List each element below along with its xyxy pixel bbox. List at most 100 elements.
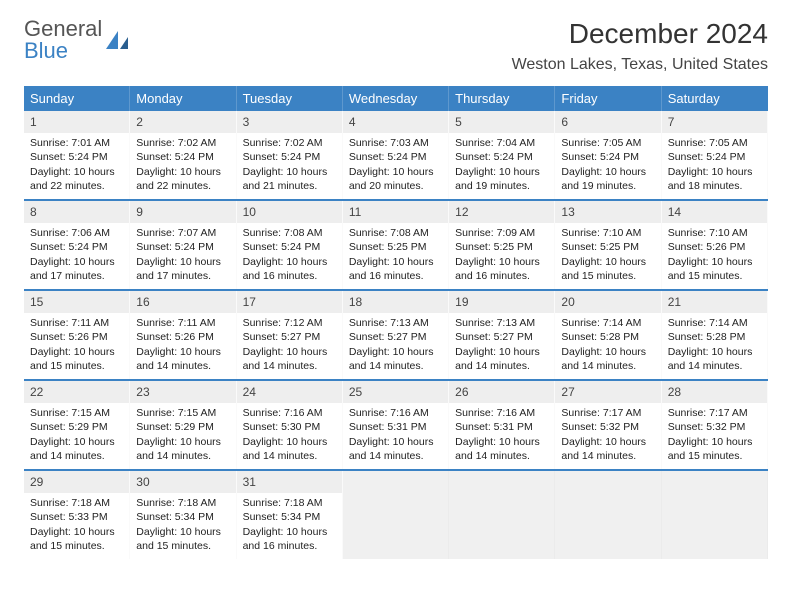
sunrise-text: Sunrise: 7:15 AM	[30, 406, 123, 420]
sunrise-text: Sunrise: 7:17 AM	[668, 406, 761, 420]
daylight-text: Daylight: 10 hours and 16 minutes.	[455, 255, 548, 283]
daylight-text: Daylight: 10 hours and 15 minutes.	[136, 525, 229, 553]
sunrise-text: Sunrise: 7:10 AM	[668, 226, 761, 240]
sunset-text: Sunset: 5:24 PM	[30, 240, 123, 254]
calendar-cell: 18Sunrise: 7:13 AMSunset: 5:27 PMDayligh…	[343, 291, 449, 379]
sunset-text: Sunset: 5:26 PM	[668, 240, 761, 254]
sunset-text: Sunset: 5:24 PM	[455, 150, 548, 164]
calendar-cell: 24Sunrise: 7:16 AMSunset: 5:30 PMDayligh…	[237, 381, 343, 469]
calendar-cell: 3Sunrise: 7:02 AMSunset: 5:24 PMDaylight…	[237, 111, 343, 199]
day-number: 5	[449, 111, 554, 133]
calendar-cell: 10Sunrise: 7:08 AMSunset: 5:24 PMDayligh…	[237, 201, 343, 289]
calendar-week: 22Sunrise: 7:15 AMSunset: 5:29 PMDayligh…	[24, 379, 768, 469]
day-body: Sunrise: 7:05 AMSunset: 5:24 PMDaylight:…	[662, 133, 767, 199]
day-body: Sunrise: 7:13 AMSunset: 5:27 PMDaylight:…	[343, 313, 448, 379]
daylight-text: Daylight: 10 hours and 14 minutes.	[455, 345, 548, 373]
sunrise-text: Sunrise: 7:03 AM	[349, 136, 442, 150]
day-number: 4	[343, 111, 448, 133]
day-body: Sunrise: 7:09 AMSunset: 5:25 PMDaylight:…	[449, 223, 554, 289]
calendar-cell: 6Sunrise: 7:05 AMSunset: 5:24 PMDaylight…	[555, 111, 661, 199]
sunrise-text: Sunrise: 7:13 AM	[349, 316, 442, 330]
day-body: Sunrise: 7:15 AMSunset: 5:29 PMDaylight:…	[130, 403, 235, 469]
sunrise-text: Sunrise: 7:08 AM	[243, 226, 336, 240]
calendar-cell: 17Sunrise: 7:12 AMSunset: 5:27 PMDayligh…	[237, 291, 343, 379]
sunset-text: Sunset: 5:24 PM	[243, 150, 336, 164]
daylight-text: Daylight: 10 hours and 15 minutes.	[561, 255, 654, 283]
sunrise-text: Sunrise: 7:16 AM	[455, 406, 548, 420]
day-number: 13	[555, 201, 660, 223]
calendar-cell: 14Sunrise: 7:10 AMSunset: 5:26 PMDayligh…	[662, 201, 768, 289]
calendar-cell: 31Sunrise: 7:18 AMSunset: 5:34 PMDayligh…	[237, 471, 343, 559]
sunrise-text: Sunrise: 7:14 AM	[561, 316, 654, 330]
day-body: Sunrise: 7:10 AMSunset: 5:25 PMDaylight:…	[555, 223, 660, 289]
daylight-text: Daylight: 10 hours and 14 minutes.	[455, 435, 548, 463]
calendar-cell: 15Sunrise: 7:11 AMSunset: 5:26 PMDayligh…	[24, 291, 130, 379]
calendar-cell: 26Sunrise: 7:16 AMSunset: 5:31 PMDayligh…	[449, 381, 555, 469]
calendar-week: 29Sunrise: 7:18 AMSunset: 5:33 PMDayligh…	[24, 469, 768, 559]
day-header-thu: Thursday	[449, 86, 555, 111]
day-body: Sunrise: 7:16 AMSunset: 5:31 PMDaylight:…	[343, 403, 448, 469]
daylight-text: Daylight: 10 hours and 14 minutes.	[243, 435, 336, 463]
sunset-text: Sunset: 5:29 PM	[136, 420, 229, 434]
sunset-text: Sunset: 5:25 PM	[561, 240, 654, 254]
daylight-text: Daylight: 10 hours and 15 minutes.	[668, 435, 761, 463]
day-header-sun: Sunday	[24, 86, 130, 111]
daylight-text: Daylight: 10 hours and 14 minutes.	[136, 345, 229, 373]
day-body: Sunrise: 7:14 AMSunset: 5:28 PMDaylight:…	[662, 313, 767, 379]
daylight-text: Daylight: 10 hours and 16 minutes.	[243, 255, 336, 283]
sunrise-text: Sunrise: 7:08 AM	[349, 226, 442, 240]
sunset-text: Sunset: 5:34 PM	[243, 510, 336, 524]
sunset-text: Sunset: 5:27 PM	[243, 330, 336, 344]
day-body: Sunrise: 7:13 AMSunset: 5:27 PMDaylight:…	[449, 313, 554, 379]
sunset-text: Sunset: 5:24 PM	[30, 150, 123, 164]
day-body: Sunrise: 7:07 AMSunset: 5:24 PMDaylight:…	[130, 223, 235, 289]
sunset-text: Sunset: 5:24 PM	[136, 240, 229, 254]
calendar-cell: 25Sunrise: 7:16 AMSunset: 5:31 PMDayligh…	[343, 381, 449, 469]
sunset-text: Sunset: 5:30 PM	[243, 420, 336, 434]
sunrise-text: Sunrise: 7:04 AM	[455, 136, 548, 150]
day-header-tue: Tuesday	[237, 86, 343, 111]
header: General Blue December 2024 Weston Lakes,…	[24, 18, 768, 74]
sunset-text: Sunset: 5:32 PM	[668, 420, 761, 434]
calendar-cell: 20Sunrise: 7:14 AMSunset: 5:28 PMDayligh…	[555, 291, 661, 379]
day-number: 22	[24, 381, 129, 403]
day-body: Sunrise: 7:11 AMSunset: 5:26 PMDaylight:…	[130, 313, 235, 379]
calendar-cell: 11Sunrise: 7:08 AMSunset: 5:25 PMDayligh…	[343, 201, 449, 289]
sunrise-text: Sunrise: 7:05 AM	[561, 136, 654, 150]
daylight-text: Daylight: 10 hours and 19 minutes.	[561, 165, 654, 193]
daylight-text: Daylight: 10 hours and 14 minutes.	[561, 345, 654, 373]
sunrise-text: Sunrise: 7:11 AM	[136, 316, 229, 330]
daylight-text: Daylight: 10 hours and 15 minutes.	[30, 345, 123, 373]
day-number: 24	[237, 381, 342, 403]
day-body: Sunrise: 7:17 AMSunset: 5:32 PMDaylight:…	[662, 403, 767, 469]
day-number: 11	[343, 201, 448, 223]
sunset-text: Sunset: 5:26 PM	[30, 330, 123, 344]
calendar-cell: 4Sunrise: 7:03 AMSunset: 5:24 PMDaylight…	[343, 111, 449, 199]
daylight-text: Daylight: 10 hours and 14 minutes.	[30, 435, 123, 463]
sunset-text: Sunset: 5:31 PM	[455, 420, 548, 434]
calendar-week: 15Sunrise: 7:11 AMSunset: 5:26 PMDayligh…	[24, 289, 768, 379]
day-body: Sunrise: 7:03 AMSunset: 5:24 PMDaylight:…	[343, 133, 448, 199]
sunrise-text: Sunrise: 7:18 AM	[243, 496, 336, 510]
calendar-cell: 27Sunrise: 7:17 AMSunset: 5:32 PMDayligh…	[555, 381, 661, 469]
day-body: Sunrise: 7:01 AMSunset: 5:24 PMDaylight:…	[24, 133, 129, 199]
sunrise-text: Sunrise: 7:02 AM	[243, 136, 336, 150]
calendar-cell: 29Sunrise: 7:18 AMSunset: 5:33 PMDayligh…	[24, 471, 130, 559]
sunset-text: Sunset: 5:29 PM	[30, 420, 123, 434]
day-number: 27	[555, 381, 660, 403]
day-body: Sunrise: 7:04 AMSunset: 5:24 PMDaylight:…	[449, 133, 554, 199]
daylight-text: Daylight: 10 hours and 16 minutes.	[349, 255, 442, 283]
day-body: Sunrise: 7:14 AMSunset: 5:28 PMDaylight:…	[555, 313, 660, 379]
sunset-text: Sunset: 5:28 PM	[561, 330, 654, 344]
logo-part2: Blue	[24, 38, 68, 63]
day-number: 31	[237, 471, 342, 493]
daylight-text: Daylight: 10 hours and 15 minutes.	[668, 255, 761, 283]
day-body: Sunrise: 7:11 AMSunset: 5:26 PMDaylight:…	[24, 313, 129, 379]
day-body: Sunrise: 7:18 AMSunset: 5:34 PMDaylight:…	[130, 493, 235, 559]
calendar-cell-empty	[449, 471, 555, 559]
calendar-week: 8Sunrise: 7:06 AMSunset: 5:24 PMDaylight…	[24, 199, 768, 289]
calendar-cell: 30Sunrise: 7:18 AMSunset: 5:34 PMDayligh…	[130, 471, 236, 559]
calendar-cell-empty	[662, 471, 768, 559]
calendar-cell: 22 Sunrise: 7:15 AMSunset: 5:29 PMDayligh…	[24, 381, 130, 469]
sunrise-text: Sunrise: 7:05 AM	[668, 136, 761, 150]
